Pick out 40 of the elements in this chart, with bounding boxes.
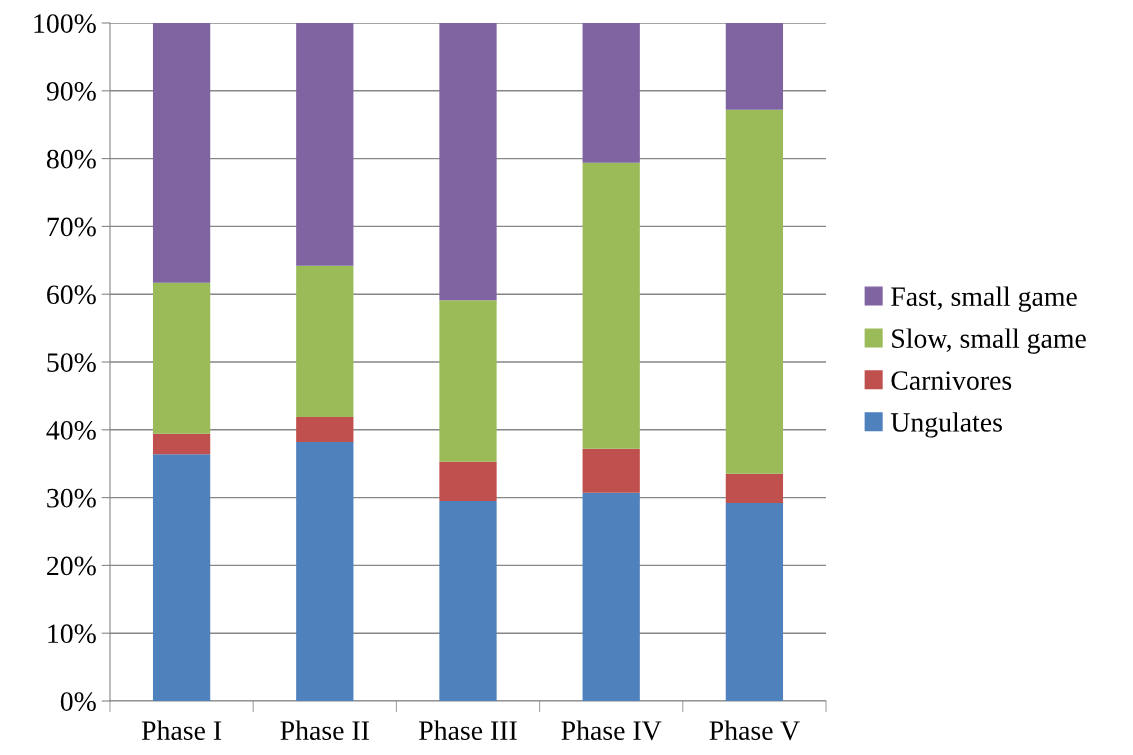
bar	[296, 442, 354, 701]
bar	[296, 265, 354, 417]
bar	[725, 109, 784, 474]
bar	[725, 23, 784, 110]
y-tick-label: 40%	[46, 420, 96, 440]
bar	[439, 500, 497, 701]
bar	[296, 23, 354, 266]
y-tick-label: 20%	[47, 556, 96, 576]
bar	[582, 162, 640, 449]
bar	[439, 300, 497, 462]
y-tick-label: 60%	[47, 285, 96, 305]
y-tick-label: 0%	[60, 692, 96, 711]
bar	[582, 448, 640, 493]
legend-label: Fast, small game	[891, 286, 1077, 312]
bar	[152, 433, 211, 455]
y-tick-label: 80%	[46, 149, 96, 169]
y-tick-label: 100%	[34, 14, 96, 33]
bar	[725, 503, 784, 701]
x-tick-label: Phase III	[419, 720, 517, 740]
bar	[296, 416, 354, 442]
y-tick-label: 90%	[46, 81, 96, 101]
legend-label: Slow, small game	[892, 328, 1086, 354]
y-tick-label: 10%	[48, 624, 96, 644]
y-tick-label: 70%	[47, 217, 96, 237]
bar	[152, 454, 211, 701]
bar	[582, 23, 640, 163]
y-tick-label: 30%	[47, 488, 96, 508]
y-tick-label: 50%	[47, 353, 96, 372]
bar	[152, 282, 211, 434]
bar	[439, 461, 497, 501]
legend-label: Ungulates	[890, 412, 1002, 438]
bar	[582, 492, 640, 701]
bar	[152, 23, 211, 283]
bar	[725, 473, 784, 504]
bar	[439, 23, 497, 301]
x-tick-label: Phase V	[709, 720, 800, 741]
x-tick-label: Phase II	[280, 720, 369, 740]
x-tick-label: Phase IV	[561, 720, 662, 741]
legend-label: Carnivores	[891, 371, 1012, 390]
x-tick-label: Phase I	[141, 720, 222, 740]
